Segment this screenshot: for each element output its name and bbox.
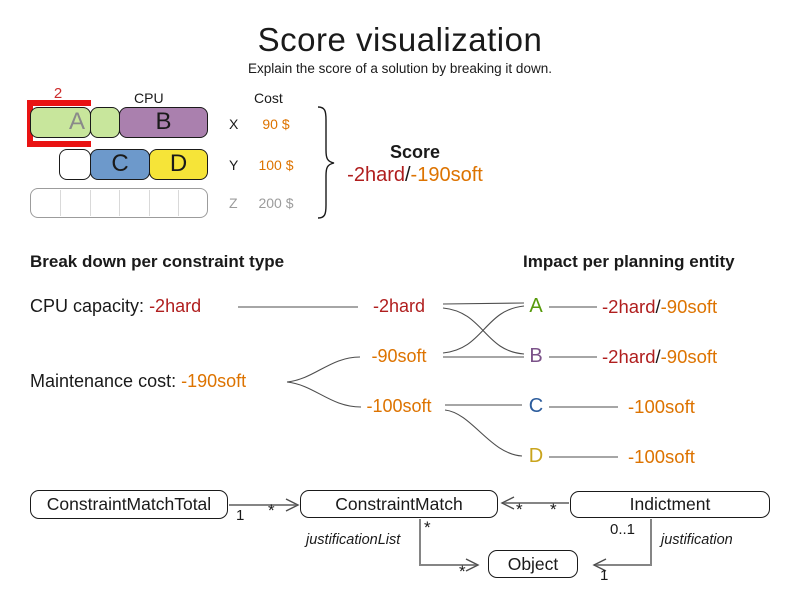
- process-block-b: B: [119, 107, 208, 138]
- line-90soft-to-a: [442, 305, 525, 354]
- class-box-constraint-match: ConstraintMatch: [300, 490, 498, 518]
- class-box-object: Object: [488, 550, 578, 578]
- multiplicity-cm-object-to: *: [459, 562, 466, 581]
- score-heading: Score: [389, 142, 441, 162]
- entity-a-separator: /: [655, 296, 661, 317]
- arrowhead-into-cm-left: [285, 498, 300, 512]
- justification-label: justification: [661, 532, 733, 548]
- multiplicity-cm-object-from: *: [424, 518, 431, 537]
- entity-b-soft: -90soft: [660, 346, 718, 367]
- constraint-cpu-value: -2hard: [149, 296, 202, 316]
- process-c-label: C: [111, 150, 129, 177]
- entity-b-impact: -2hard/-90soft: [602, 346, 717, 368]
- entity-b-separator: /: [655, 346, 661, 367]
- machine-x-cost: 90 $: [262, 116, 290, 132]
- cell-divider: [178, 190, 179, 216]
- entity-a-soft: -90soft: [660, 296, 718, 317]
- entity-c-letter: C: [528, 395, 544, 417]
- arrowhead-into-object-left: [465, 558, 480, 572]
- machine-z-row: [30, 188, 208, 218]
- constraint-row-maintenance: Maintenance cost: -190soft: [30, 371, 246, 392]
- constraint-cpu-label: CPU capacity:: [30, 296, 145, 316]
- entity-d-impact: -100soft: [628, 446, 695, 467]
- cost-column-header: Cost: [254, 90, 283, 106]
- entity-b-hard: -2hard: [602, 346, 656, 367]
- process-d-label: D: [169, 150, 188, 177]
- line-maint-fork-down: [286, 381, 362, 408]
- machine-z-cost: 200 $: [258, 195, 294, 211]
- multiplicity-ind-cm-near-ind: *: [550, 500, 557, 519]
- constraint-maintenance-value: -190soft: [181, 371, 247, 391]
- score-separator: /: [404, 164, 411, 186]
- process-b-label: B: [155, 108, 172, 135]
- machine-y-cost: 100 $: [258, 157, 294, 173]
- match-total-100soft: -100soft: [366, 396, 432, 416]
- cpu-column-header: CPU: [134, 90, 164, 106]
- entity-a-letter: A: [529, 295, 543, 317]
- assoc-ind-object: [594, 519, 652, 566]
- entity-a-hard: -2hard: [602, 296, 656, 317]
- empty-slot: [59, 149, 91, 180]
- machine-z-label: Z: [229, 195, 238, 211]
- process-block-c: C: [90, 149, 150, 180]
- cell-divider: [90, 190, 91, 216]
- match-total-90soft: -90soft: [371, 346, 427, 366]
- brace: [317, 106, 335, 219]
- class-box-constraint-match-total: ConstraintMatchTotal: [30, 490, 228, 519]
- machine-y-label: Y: [229, 157, 239, 173]
- process-a-label: A: [68, 108, 85, 135]
- line-2hard-to-a: [442, 302, 525, 305]
- multiplicity-ind-object-to: 1: [600, 567, 609, 584]
- page-title: Score visualization: [257, 21, 543, 58]
- entity-c-impact: -100soft: [628, 396, 695, 417]
- entity-a-impact: -2hard/-90soft: [602, 296, 717, 318]
- machine-x-label: X: [229, 116, 239, 132]
- assoc-cm-object: [419, 519, 477, 566]
- score-hard: -2hard: [347, 164, 405, 186]
- multiplicity-ind-cm-near-cm: *: [516, 500, 523, 519]
- line-maint-fork-up: [286, 356, 361, 383]
- process-block-d: D: [149, 149, 208, 180]
- impact-heading: Impact per planning entity: [523, 252, 735, 271]
- entity-b-letter: B: [529, 345, 543, 367]
- constraint-row-cpu: CPU capacity: -2hard: [30, 296, 201, 317]
- match-total-2hard: -2hard: [372, 296, 426, 316]
- breakdown-heading: Break down per constraint type: [30, 252, 285, 271]
- line-2hard-to-b: [442, 307, 525, 355]
- arrowhead-into-cm-right: [500, 496, 515, 510]
- score-soft: -190soft: [410, 164, 483, 186]
- score-value: -2hard/-190soft: [330, 164, 500, 187]
- class-box-indictment: Indictment: [570, 491, 770, 518]
- multiplicity-cmt-side: 1: [236, 507, 245, 524]
- cell-divider: [60, 190, 61, 216]
- page-subtitle: Explain the score of a solution by break…: [248, 61, 552, 76]
- overload-count: 2: [53, 85, 63, 102]
- cell-divider: [119, 190, 120, 216]
- multiplicity-cm-side: *: [268, 501, 275, 520]
- multiplicity-ind-object-from: 0..1: [610, 521, 636, 538]
- cell-divider: [149, 190, 150, 216]
- constraint-maintenance-label: Maintenance cost:: [30, 371, 177, 391]
- line-100soft-to-d: [444, 409, 523, 457]
- arrowhead-into-object-right: [592, 558, 607, 572]
- entity-d-letter: D: [528, 445, 544, 467]
- process-block-a-overflow: [90, 107, 120, 138]
- process-block-a: A: [30, 107, 91, 138]
- justification-list-label: justificationList: [306, 532, 401, 548]
